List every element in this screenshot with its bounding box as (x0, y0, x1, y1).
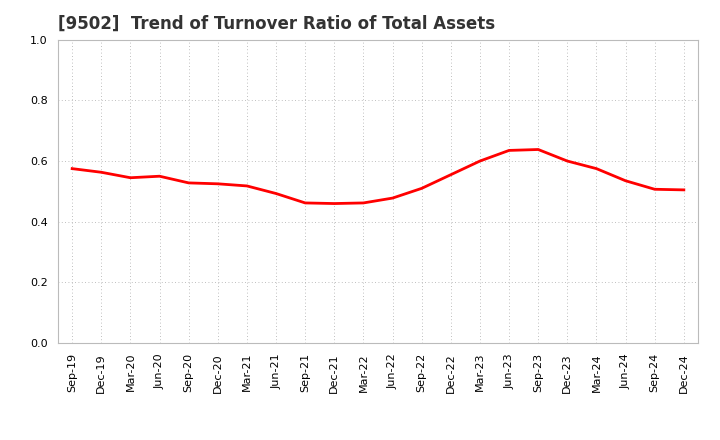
Text: [9502]  Trend of Turnover Ratio of Total Assets: [9502] Trend of Turnover Ratio of Total … (58, 15, 495, 33)
